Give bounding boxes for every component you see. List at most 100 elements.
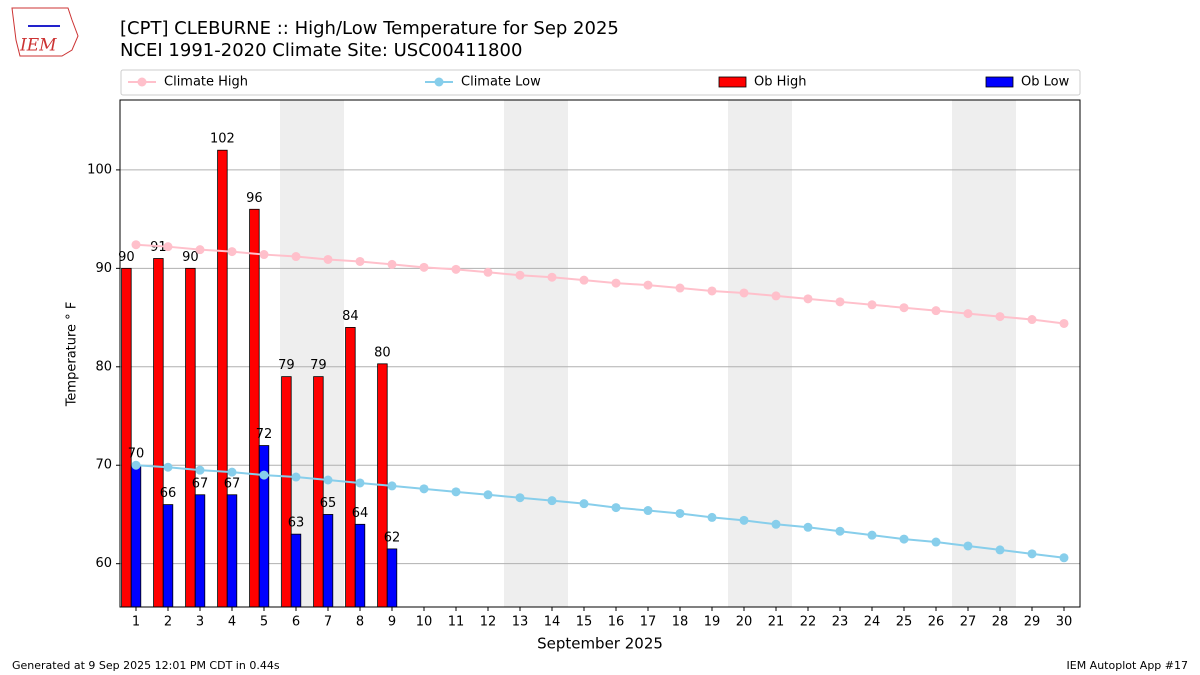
bar: [121, 267, 132, 608]
point: [547, 272, 557, 282]
point: [899, 303, 909, 313]
bar: [153, 258, 164, 608]
point: [963, 541, 973, 551]
point: [995, 545, 1005, 555]
point: [195, 245, 205, 255]
weekend-shade: [536, 100, 568, 607]
footer-left: Generated at 9 Sep 2025 12:01 PM CDT in …: [12, 659, 280, 672]
plot-frame: [119, 99, 1081, 608]
bar: [130, 464, 142, 608]
x-tick-label: 5: [260, 615, 268, 630]
x-tick-label: 18: [672, 615, 689, 630]
point: [1027, 315, 1037, 325]
bar: [258, 445, 270, 608]
x-tick-label: 8: [356, 615, 364, 630]
value-label: 72: [256, 427, 273, 442]
point: [515, 270, 525, 280]
point: [259, 470, 269, 480]
y-tick-label: 100: [87, 162, 112, 177]
x-tick-label: 3: [196, 615, 204, 630]
point: [195, 465, 205, 475]
legend: [120, 69, 1081, 96]
point: [739, 515, 749, 525]
point: [1027, 549, 1037, 559]
point: [867, 530, 877, 540]
value-label: 65: [320, 496, 337, 511]
point: [387, 481, 397, 491]
point: [227, 467, 237, 477]
x-tick-label: 7: [324, 615, 332, 630]
x-tick-label: 15: [576, 615, 593, 630]
bar: [281, 376, 292, 608]
weekend-shade: [760, 100, 792, 607]
x-tick-label: 16: [608, 615, 625, 630]
point: [291, 472, 301, 482]
x-tick-label: 29: [1024, 615, 1041, 630]
value-label: 70: [128, 447, 145, 462]
point: [387, 259, 397, 269]
x-tick-label: 27: [960, 615, 977, 630]
point: [995, 312, 1005, 322]
point: [355, 256, 365, 266]
value-label: 67: [224, 476, 241, 491]
x-tick-label: 12: [480, 615, 497, 630]
chart-title: [CPT] CLEBURNE :: High/Low Temperature f…: [120, 18, 619, 39]
x-tick-label: 24: [864, 615, 881, 630]
point: [451, 264, 461, 274]
point: [611, 278, 621, 288]
x-tick-label: 1: [132, 615, 140, 630]
value-label: 66: [160, 486, 177, 501]
x-tick-label: 14: [544, 615, 561, 630]
value-label: 96: [246, 191, 263, 206]
value-label: 90: [182, 250, 199, 265]
point: [259, 250, 269, 260]
weekend-shade: [984, 100, 1016, 607]
point: [131, 240, 141, 250]
point: [515, 493, 525, 503]
legend-label: Ob Low: [1021, 75, 1070, 90]
legend-label: Climate High: [164, 75, 248, 90]
x-tick-label: 26: [928, 615, 945, 630]
y-tick-label: 70: [95, 458, 112, 473]
x-tick-label: 22: [800, 615, 817, 630]
value-label: 67: [192, 476, 209, 491]
x-tick-label: 4: [228, 615, 236, 630]
bar: [313, 376, 324, 608]
y-tick-label: 60: [95, 556, 112, 571]
y-tick-label: 80: [95, 359, 112, 374]
y-axis-label: Temperature ° F: [65, 302, 80, 408]
value-label: 79: [310, 358, 327, 373]
point: [675, 283, 685, 293]
point: [867, 300, 877, 310]
value-label: 91: [150, 240, 167, 255]
point: [771, 291, 781, 301]
x-tick-label: 11: [448, 615, 465, 630]
bar: [354, 523, 366, 608]
point: [931, 306, 941, 316]
point: [803, 522, 813, 532]
x-tick-label: 10: [416, 615, 433, 630]
point: [707, 286, 717, 296]
legend-label: Ob High: [754, 75, 807, 90]
value-label: 84: [342, 309, 359, 324]
bar: [162, 504, 174, 608]
logo: IEM: [11, 7, 79, 57]
legend-label: Climate Low: [461, 75, 541, 90]
point: [163, 462, 173, 472]
point: [483, 490, 493, 500]
point: [803, 294, 813, 304]
bar: [185, 267, 196, 608]
point: [131, 460, 141, 470]
bar: [322, 514, 334, 608]
legend-marker: [434, 77, 444, 87]
x-tick-label: 25: [896, 615, 913, 630]
point: [771, 519, 781, 529]
legend-swatch: [985, 76, 1014, 88]
x-tick-label: 28: [992, 615, 1009, 630]
value-label: 90: [118, 250, 135, 265]
x-tick-label: 19: [704, 615, 721, 630]
weekend-shade: [728, 100, 760, 607]
point: [1059, 318, 1069, 328]
bar: [226, 494, 238, 608]
